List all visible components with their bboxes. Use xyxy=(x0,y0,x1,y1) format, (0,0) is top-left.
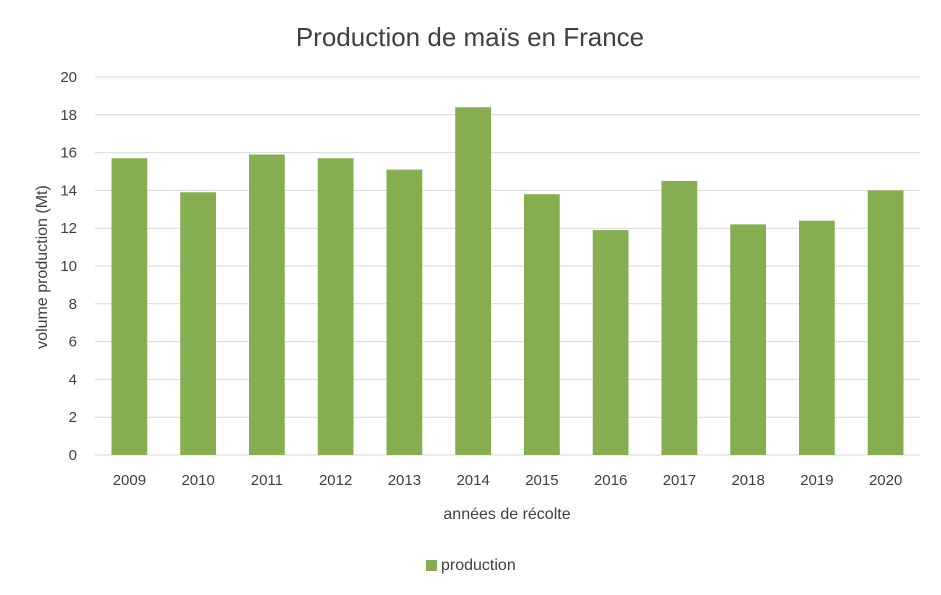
x-axis-ticks: 2009 2010 2011 2012 2013 2014 2015 2016 2017 2018… xyxy=(113,472,903,489)
x-tick-label: 2009 xyxy=(113,472,146,489)
bar-2018 xyxy=(730,224,766,455)
bar-2012 xyxy=(317,158,354,455)
y-tick-label: 4 xyxy=(69,371,77,388)
x-tick-label: 2013 xyxy=(388,472,421,489)
x-tick-label: 2018 xyxy=(731,472,764,489)
y-tick-label: 0 xyxy=(69,447,77,464)
y-axis-title: volume production (Mt) xyxy=(34,185,51,349)
x-axis-title: années de récolte xyxy=(443,506,570,523)
x-tick-label: 2011 xyxy=(251,472,283,489)
x-tick-label: 2020 xyxy=(869,472,902,489)
bars xyxy=(111,107,904,456)
bar-2011 xyxy=(249,154,285,456)
y-tick-label: 10 xyxy=(60,258,77,275)
bar-2014 xyxy=(455,107,491,456)
legend: production xyxy=(426,557,516,574)
x-tick-label: 2019 xyxy=(800,472,833,489)
x-tick-label: 2010 xyxy=(181,472,214,489)
x-tick-label: 2016 xyxy=(594,472,627,489)
legend-label-production: production xyxy=(441,557,516,574)
bar-2013 xyxy=(386,169,423,456)
x-tick-label: 2015 xyxy=(525,472,558,489)
y-tick-label: 2 xyxy=(69,409,77,426)
bar-2019 xyxy=(799,220,835,455)
bar-2009 xyxy=(111,158,148,455)
y-tick-label: 14 xyxy=(60,182,77,199)
y-tick-label: 18 xyxy=(60,107,77,124)
x-tick-label: 2014 xyxy=(456,472,489,489)
x-tick-label: 2012 xyxy=(319,472,352,489)
bar-2017 xyxy=(661,180,698,455)
bar-2015 xyxy=(524,194,560,455)
bar-2010 xyxy=(180,192,216,456)
gridlines xyxy=(95,76,920,456)
legend-swatch-production xyxy=(426,560,437,571)
y-tick-label: 16 xyxy=(60,145,77,162)
y-tick-label: 6 xyxy=(69,334,77,351)
bar-2020 xyxy=(867,190,904,455)
x-tick-label: 2017 xyxy=(663,472,696,489)
y-tick-label: 8 xyxy=(69,296,77,313)
y-tick-label: 12 xyxy=(60,220,77,237)
y-axis-ticks: 0 2 4 6 8 10 12 14 16 18 20 xyxy=(60,69,77,464)
bar-2016 xyxy=(592,230,629,455)
y-tick-label: 20 xyxy=(60,69,77,86)
chart-title: Production de maïs en France xyxy=(296,22,644,52)
